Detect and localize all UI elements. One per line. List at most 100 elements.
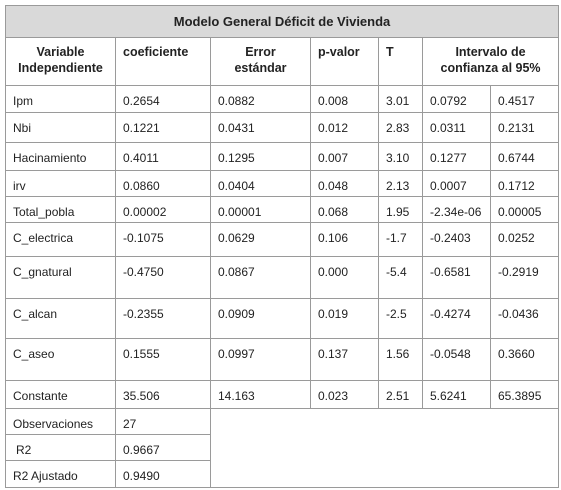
cell: -2.5 <box>378 298 423 339</box>
cell: 0.0867 <box>210 256 311 299</box>
cell: -0.4274 <box>422 298 491 339</box>
table-body: Modelo General Déficit de Vivienda Variab… <box>4 5 560 488</box>
cell: 0.00002 <box>115 196 211 223</box>
footer-row: Observaciones 27 <box>5 408 560 488</box>
header-text: Intervalo de <box>455 45 526 59</box>
footer-value: 0.9490 <box>115 460 211 488</box>
cell: 0.0252 <box>489 222 560 257</box>
cell: 0.023 <box>310 380 379 409</box>
cell: 0.106 <box>310 222 379 257</box>
cell: 0.6744 <box>489 142 560 171</box>
data-row: C_gnatural -0.4750 0.0867 0.000 -5.4 -0.6581-… <box>5 256 560 299</box>
cell: 0.2654 <box>115 85 211 113</box>
row-label: Hacinamiento <box>5 142 116 171</box>
footer-value: 0.9667 <box>115 434 211 461</box>
cell: 0.1712 <box>489 170 560 197</box>
cell: 0.0882 <box>210 85 311 113</box>
cell: 0.0792 <box>422 85 491 113</box>
cell: 3.10 <box>378 142 423 171</box>
footer-value: 27 <box>115 408 211 435</box>
table-title: Modelo General Déficit de Vivienda <box>4 5 560 38</box>
data-row: Nbi 0.1221 0.0431 0.012 2.83 0.0311 0.2131 <box>5 112 560 143</box>
header-cell: Intervalo de confianza al 95% <box>421 37 560 86</box>
cell: 0.1555 <box>115 338 211 381</box>
cell: 0.00001 <box>210 196 311 223</box>
cell: 0.0431 <box>210 112 311 143</box>
data-row: C_aseo 0.1555 0.0997 0.137 1.56 -0.0548 0.3660 <box>5 338 560 381</box>
header-text: Independiente <box>18 61 103 75</box>
cell: 2.51 <box>378 380 423 409</box>
cell: 1.56 <box>378 338 423 381</box>
row-label: Total_pobla <box>5 196 116 223</box>
cell: 0.012 <box>310 112 379 143</box>
header-cell: p-valor <box>310 37 379 86</box>
cell: 5.6241 <box>422 380 491 409</box>
data-row: Total_pobla 0.00002 0.00001 0.068 1.95 -2.34e… <box>5 196 560 223</box>
cell: 0.0997 <box>210 338 311 381</box>
cell: 0.00005 <box>489 196 560 223</box>
cell: 0.0404 <box>210 170 311 197</box>
data-row: C_alcan -0.2355 0.0909 0.019 -2.5 -0.4274 -0.0… <box>5 298 560 339</box>
header-text: Error <box>245 45 276 59</box>
footer-label: R2 <box>5 434 116 461</box>
cell: 0.0311 <box>422 112 491 143</box>
header-text: coeficiente <box>123 45 189 59</box>
data-row: Hacinamiento 0.4011 0.1295 0.007 3.10 0.1277 0… <box>5 142 560 171</box>
cell: 65.3895 <box>489 380 560 409</box>
data-row: Ipm 0.2654 0.0882 0.008 3.01 0.0792 0.4517 <box>5 85 560 113</box>
empty-cell <box>209 408 560 488</box>
data-row: C_electrica -0.1075 0.0629 0.106 -1.7 -0.2403… <box>5 222 560 257</box>
cell: 0.0909 <box>210 298 311 339</box>
cell: 0.2131 <box>489 112 560 143</box>
row-label: C_aseo <box>5 338 116 381</box>
cell: 0.1277 <box>422 142 491 171</box>
cell: 0.0629 <box>210 222 311 257</box>
cell: -0.0436 <box>489 298 560 339</box>
results-table: Modelo General Déficit de Vivienda Variab… <box>4 5 560 488</box>
cell: -2.34e-06 <box>422 196 491 223</box>
cell: 0.4011 <box>115 142 211 171</box>
cell: 35.506 <box>115 380 211 409</box>
cell: 0.007 <box>310 142 379 171</box>
cell: 0.0860 <box>115 170 211 197</box>
cell: 0.1221 <box>115 112 211 143</box>
footer-row: R2 0.9667 <box>5 434 559 461</box>
header-text: p-valor <box>318 45 360 59</box>
footer-row: R2 Ajustado 0.9490 <box>5 460 559 488</box>
header-cell: coeficiente <box>115 37 211 86</box>
cell: -5.4 <box>378 256 423 299</box>
header-cell: T <box>378 37 423 86</box>
cell: 0.0007 <box>422 170 491 197</box>
header-row: Variable Independiente coeficiente Error est… <box>5 37 560 86</box>
header-cell: Variable Independiente <box>5 37 116 86</box>
row-label: Ipm <box>5 85 116 113</box>
data-row: irv 0.0860 0.0404 0.048 2.13 0.0007 0.1712 <box>5 170 560 197</box>
header-text: T <box>386 45 394 59</box>
header-text: Variable <box>36 45 85 59</box>
cell: -0.1075 <box>115 222 211 257</box>
cell: 14.163 <box>210 380 311 409</box>
header-cell: Error estándar <box>210 37 311 86</box>
cell: 0.048 <box>310 170 379 197</box>
row-label: C_alcan <box>5 298 116 339</box>
cell: -0.2355 <box>115 298 211 339</box>
row-label: Constante <box>5 380 116 409</box>
cell: 0.137 <box>310 338 379 381</box>
row-label: C_gnatural <box>5 256 116 299</box>
header-text: estándar <box>234 61 287 75</box>
cell: -0.6581 <box>422 256 491 299</box>
footer-label: R2 Ajustado <box>5 460 116 488</box>
cell: -0.2919 <box>489 256 560 299</box>
footer-label: Observaciones <box>5 408 116 435</box>
cell: 0.4517 <box>489 85 560 113</box>
row-label: Nbi <box>5 112 116 143</box>
cell: 1.95 <box>378 196 423 223</box>
cell: 0.019 <box>310 298 379 339</box>
cell: -1.7 <box>378 222 423 257</box>
cell: 3.01 <box>378 85 423 113</box>
title-row: Modelo General Déficit de Vivienda <box>4 5 560 38</box>
cell: 0.3660 <box>489 338 560 381</box>
cell: 2.83 <box>378 112 423 143</box>
cell: -0.4750 <box>115 256 211 299</box>
cell: 0.008 <box>310 85 379 113</box>
